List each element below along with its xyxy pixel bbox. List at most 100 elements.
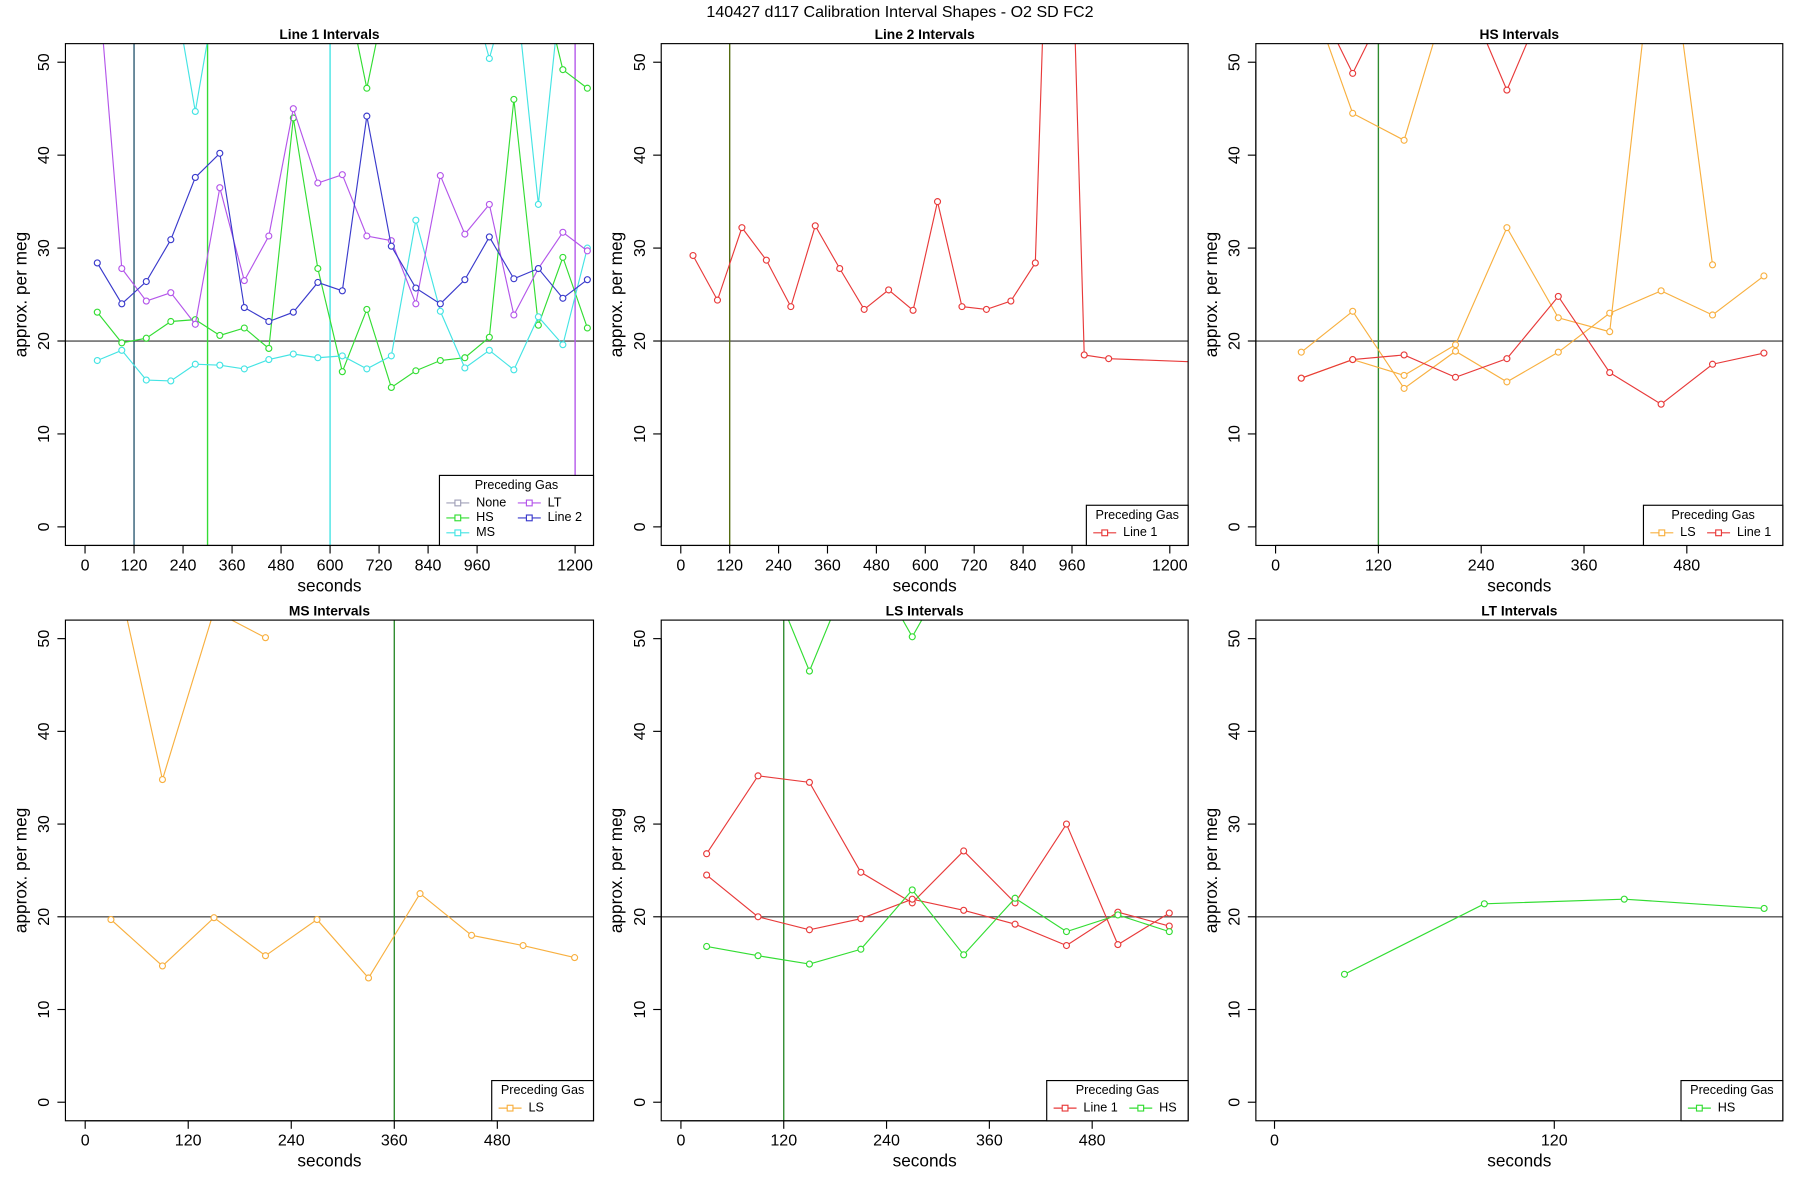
series-line — [1337, 43, 1528, 92]
data-point — [107, 916, 115, 924]
y-tick-label: 40 — [35, 722, 53, 740]
x-tick-label: 960 — [464, 556, 491, 574]
series-line — [787, 620, 923, 673]
plot-area — [65, 43, 594, 546]
data-point — [216, 184, 224, 192]
data-point — [836, 264, 844, 273]
data-point — [289, 350, 297, 358]
legend-box — [491, 1080, 595, 1122]
data-point — [1349, 356, 1357, 364]
series-line — [706, 889, 1170, 965]
data-point — [960, 951, 968, 959]
data-point — [210, 914, 218, 922]
y-tick-label: 20 — [631, 908, 649, 926]
data-point — [703, 871, 711, 879]
y-tick-label: 30 — [1225, 815, 1243, 833]
data-point — [1400, 384, 1408, 392]
data-point — [338, 287, 346, 295]
data-point — [1349, 307, 1357, 315]
data-point — [754, 913, 762, 921]
data-point — [1349, 109, 1357, 117]
y-tick-label: 20 — [1225, 908, 1243, 926]
legend-box — [438, 474, 595, 547]
data-point — [510, 366, 518, 374]
data-point — [1062, 820, 1071, 828]
data-point — [559, 66, 567, 74]
x-tick-label: 480 — [1079, 1132, 1106, 1150]
data-point — [436, 172, 444, 180]
legend-swatch — [1101, 529, 1109, 537]
data-point — [1400, 136, 1408, 144]
panel-title: HS Intervals — [1480, 27, 1560, 42]
series-line — [1301, 295, 1765, 405]
data-point — [559, 341, 567, 349]
data-point — [909, 306, 917, 314]
plot-area — [1255, 43, 1783, 546]
x-tick-label: 480 — [1673, 556, 1700, 574]
y-tick-label: 30 — [35, 815, 53, 833]
series-line — [706, 775, 1170, 946]
data-point — [703, 850, 711, 858]
data-point — [571, 954, 579, 962]
x-axis-label: seconds — [297, 575, 361, 595]
data-point — [167, 236, 175, 244]
data-point — [412, 216, 420, 224]
data-point — [583, 84, 591, 92]
data-point — [314, 354, 322, 362]
data-point — [1620, 895, 1628, 903]
data-point — [240, 324, 248, 332]
y-tick-label: 0 — [35, 1098, 53, 1107]
y-tick-label: 0 — [35, 522, 53, 531]
data-point — [982, 305, 990, 313]
y-tick-label: 50 — [631, 630, 649, 648]
data-point — [485, 54, 493, 63]
x-tick-label: 1200 — [1152, 556, 1188, 574]
x-axis-label: seconds — [1487, 1151, 1551, 1171]
y-tick-label: 10 — [35, 1001, 53, 1019]
x-tick-label: 720 — [366, 556, 393, 574]
data-point — [363, 305, 371, 313]
data-point — [191, 173, 199, 182]
data-point — [1011, 920, 1019, 928]
y-tick-label: 10 — [1225, 425, 1243, 443]
y-tick-label: 20 — [35, 332, 53, 350]
y-tick-label: 30 — [35, 239, 53, 257]
data-point — [461, 364, 469, 372]
data-point — [167, 377, 175, 385]
data-point — [885, 286, 893, 294]
y-tick-label: 40 — [631, 146, 649, 164]
data-point — [265, 344, 273, 353]
y-tick-label: 40 — [1225, 722, 1243, 740]
data-point — [534, 321, 542, 329]
data-point — [908, 633, 916, 641]
series-line — [96, 99, 588, 389]
y-axis-label: approx. per meg — [1201, 232, 1221, 357]
y-tick-label: 20 — [35, 908, 53, 926]
y-tick-label: 40 — [1225, 146, 1243, 164]
data-point — [167, 317, 175, 326]
legend: Preceding Gas LS Line 1 — [1642, 504, 1784, 547]
data-point — [363, 365, 371, 373]
y-tick-label: 0 — [631, 1098, 649, 1107]
legend-swatch — [1715, 529, 1723, 537]
data-point — [534, 313, 542, 321]
data-point — [510, 95, 518, 103]
data-point — [93, 259, 101, 267]
legend-label: Line 1 — [1083, 1100, 1117, 1114]
data-point — [1760, 349, 1768, 357]
y-tick-label: 30 — [1225, 239, 1243, 257]
x-tick-label: 960 — [1059, 556, 1086, 574]
legend-swatch — [1137, 1104, 1145, 1112]
x-tick-label: 240 — [278, 1132, 305, 1150]
data-point — [1708, 261, 1717, 269]
data-point — [805, 778, 814, 786]
data-point — [713, 296, 722, 304]
data-point — [689, 251, 697, 260]
data-point — [1760, 904, 1768, 913]
legend: Preceding Gas LS — [491, 1080, 595, 1122]
data-point — [1708, 311, 1717, 319]
legend-swatch — [1061, 1104, 1069, 1112]
x-tick-label: 840 — [415, 556, 442, 574]
panel-title: Line 1 Intervals — [279, 27, 380, 42]
